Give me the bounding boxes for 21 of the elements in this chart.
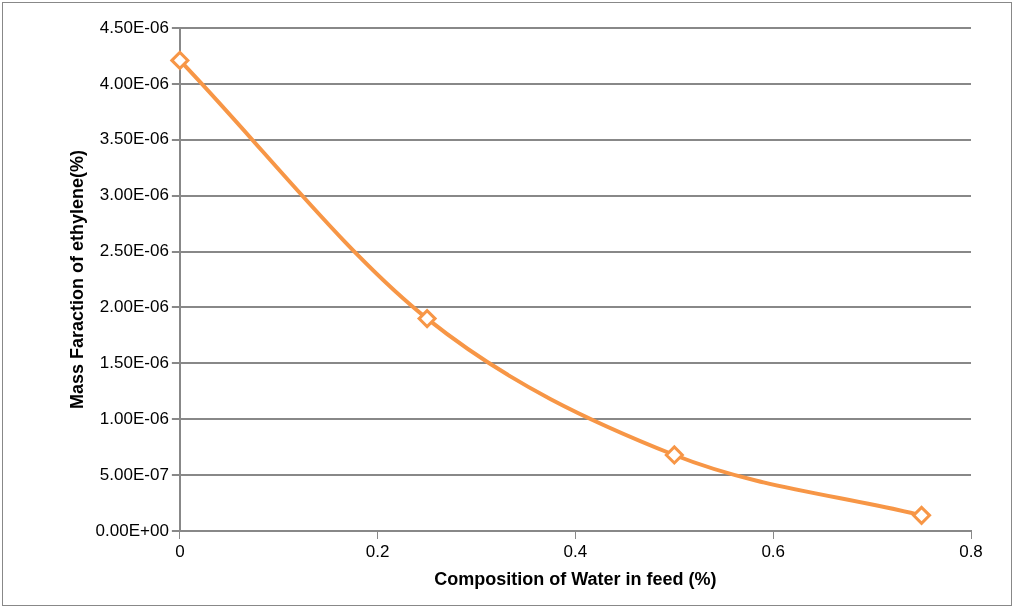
x-tick-label: 0 [175, 541, 185, 561]
y-tick-label: 2.50E-06 [99, 241, 169, 261]
x-tick-label: 0.6 [761, 541, 786, 561]
x-tick-label: 0.4 [563, 541, 588, 561]
y-tick-label: 1.00E-06 [99, 408, 169, 428]
y-tick-label: 4.00E-06 [99, 73, 169, 93]
y-tick-label: 5.00E-07 [99, 464, 169, 484]
y-tick-label: 2.00E-06 [99, 297, 169, 317]
y-tick-label: 4.50E-06 [99, 17, 169, 37]
x-axis-title: Composition of Water in feed (%) [434, 569, 717, 590]
y-tick-label: 3.50E-06 [99, 129, 169, 149]
point [912, 505, 932, 525]
x-tick-label: 0.2 [365, 541, 390, 561]
point [170, 50, 190, 70]
point [664, 445, 684, 465]
y-tick-label: 0.00E+00 [95, 520, 169, 540]
y-tick-label: 1.50E-06 [99, 353, 169, 373]
x-tick-label: 0.8 [959, 541, 983, 561]
y-tick-label: 3.00E-06 [99, 185, 169, 205]
y-axis-title: Mass Faraction of ethylene(%) [66, 149, 87, 410]
point [417, 309, 437, 329]
